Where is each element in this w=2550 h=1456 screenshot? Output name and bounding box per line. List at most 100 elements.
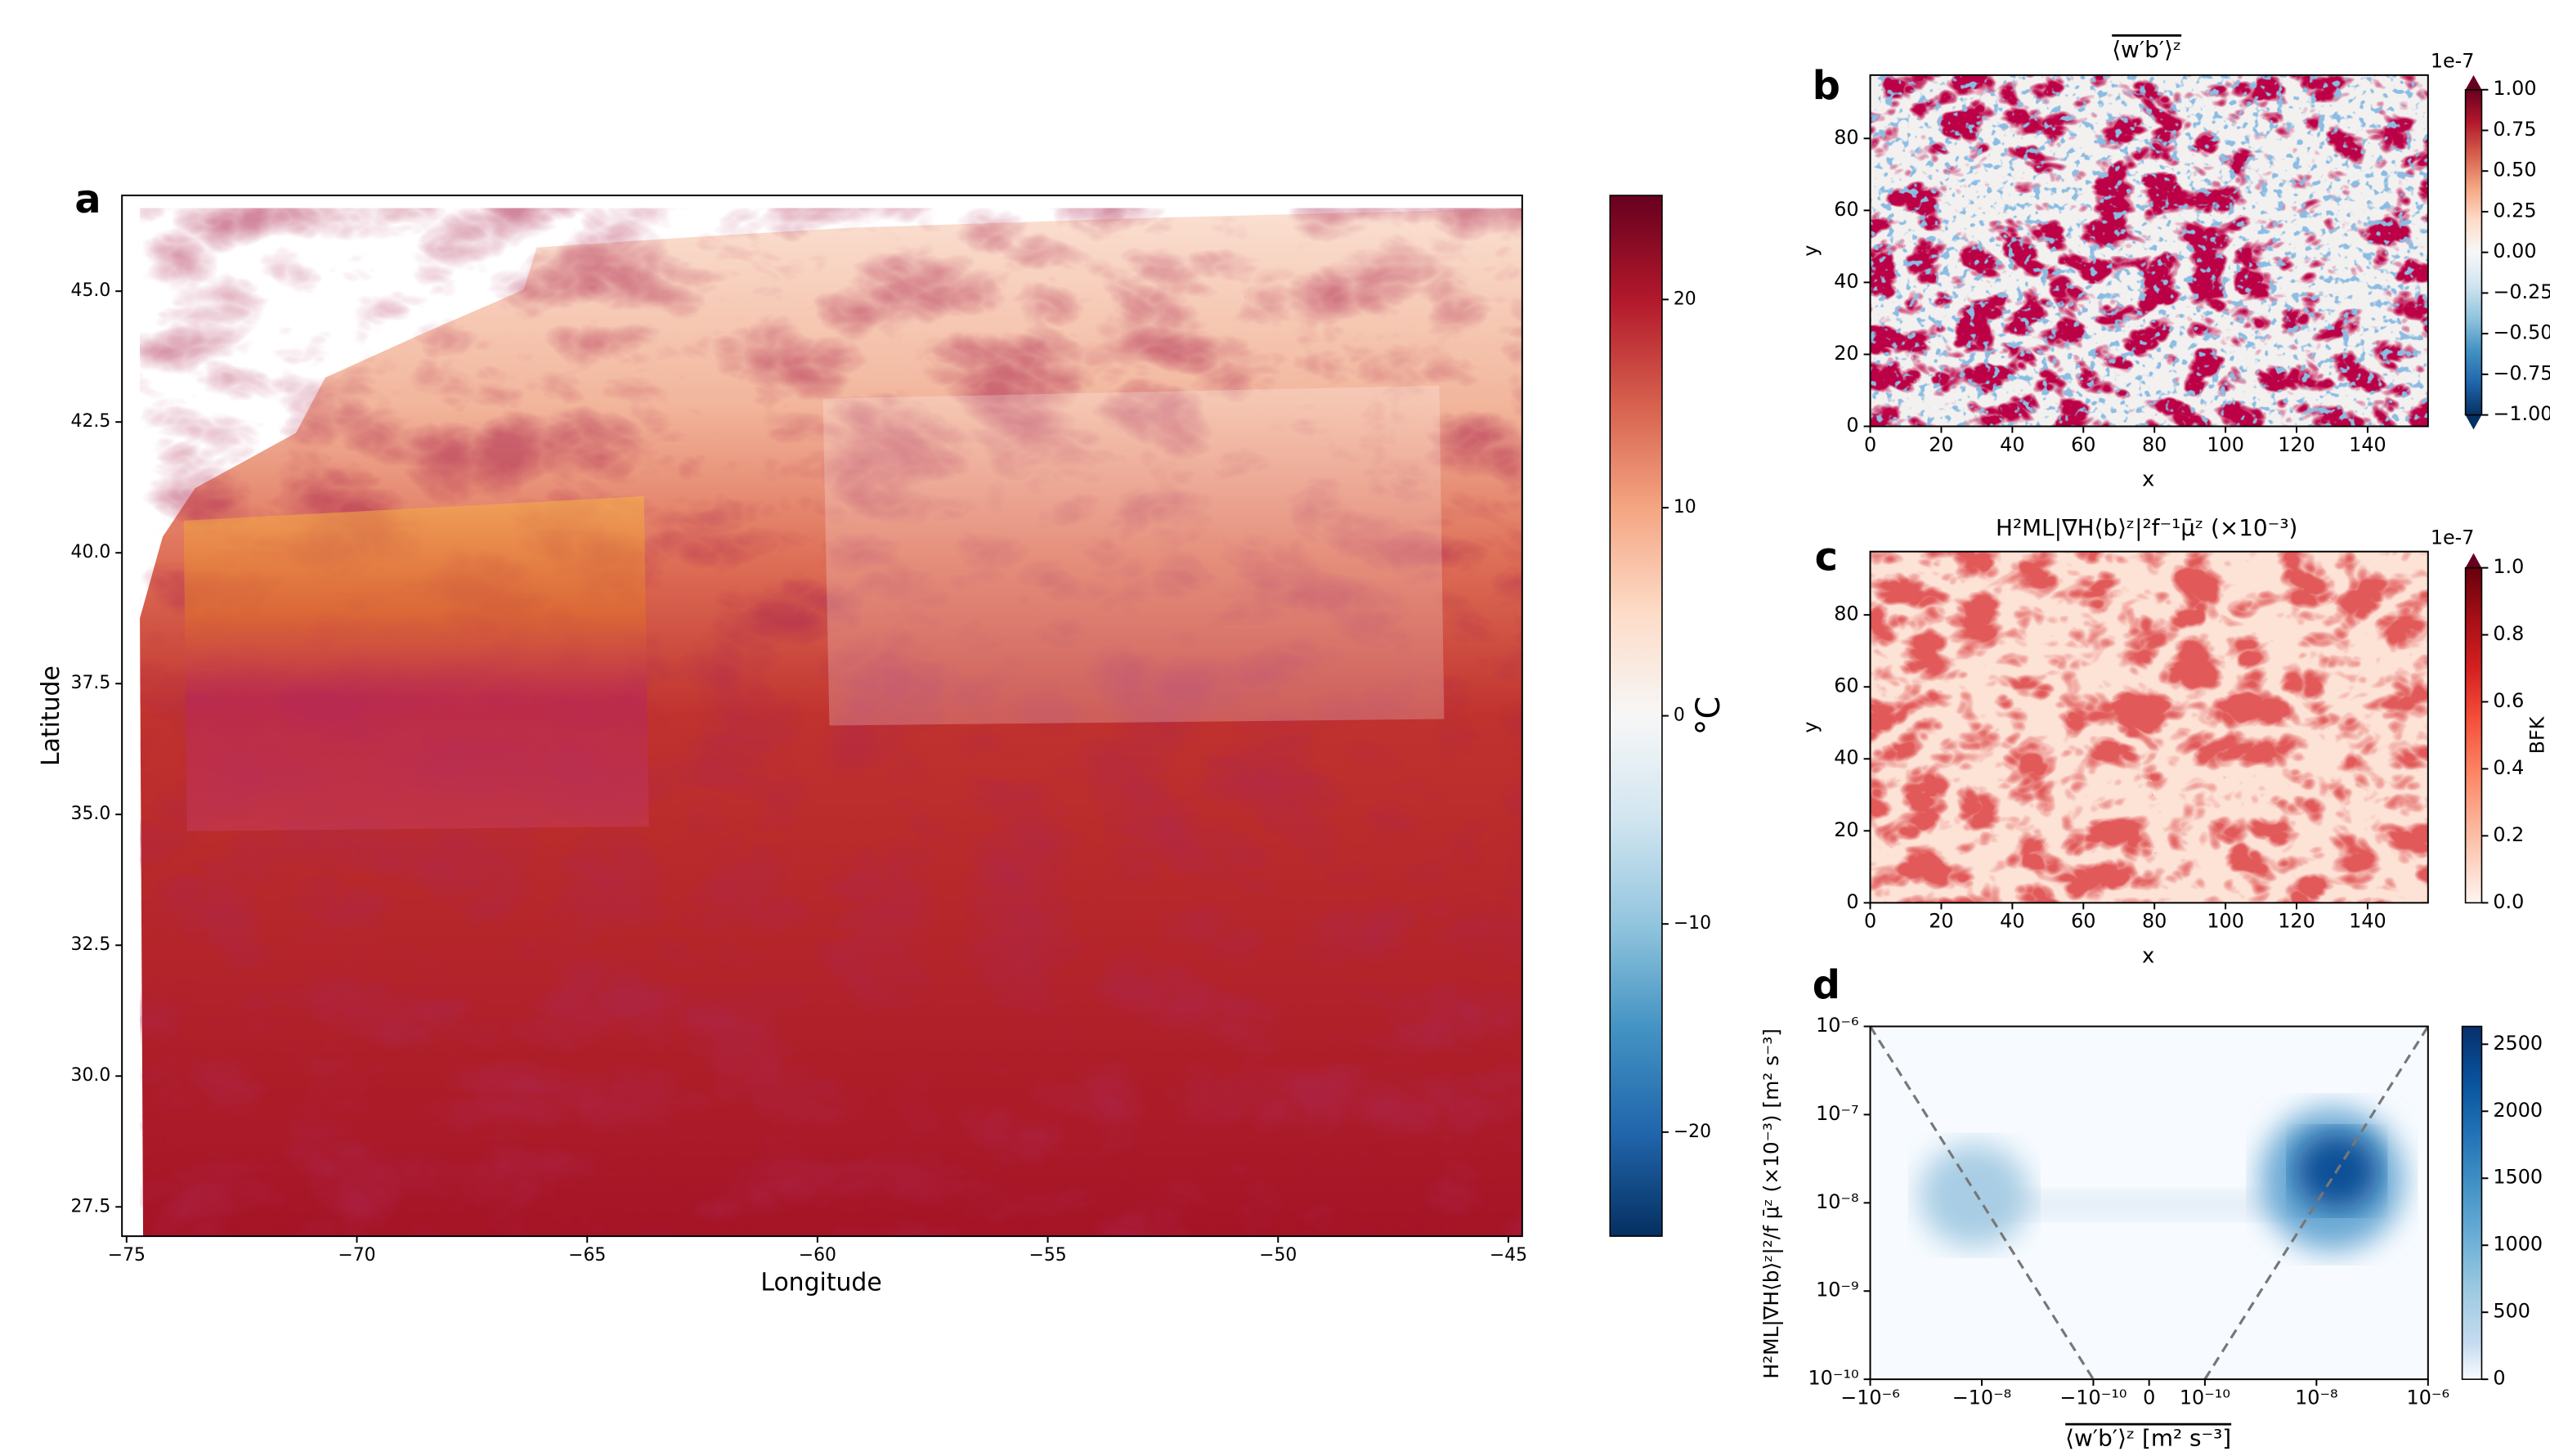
one-to-one-neg — [1870, 1026, 2095, 1380]
colorbar-tick-label: −10 — [1674, 913, 1711, 934]
colorbar-tick-label: −1.00 — [2493, 402, 2550, 425]
colorbar-label: °C — [1690, 697, 1728, 736]
x-tick-label: 10⁻¹⁰ — [2180, 1387, 2230, 1409]
colorbar-tick-label: 2500 — [2493, 1032, 2543, 1055]
colorbar-tick-label: 1.0 — [2493, 555, 2524, 578]
x-tick-label: 60 — [2071, 910, 2095, 933]
colorbar-tick-label: 10 — [1674, 497, 1696, 517]
y-tick-label: 40 — [1834, 270, 1858, 293]
x-tick-label: −10⁻⁸ — [1952, 1387, 2012, 1409]
x-tick-label: 40 — [2000, 433, 2024, 456]
y-tick-label: 20 — [1834, 342, 1858, 365]
y-tick-label: 35.0 — [71, 804, 111, 824]
x-tick-label: 140 — [2349, 433, 2386, 456]
hist-blob-neg — [1919, 1143, 2030, 1248]
colorbar-tick-label: 0.00 — [2493, 240, 2536, 262]
plots: −75 −70 −65 −60 −55 −50 −45 27.5 30.0 32.5 35.0 37.… — [37, 36, 2550, 1452]
x-tick-label: 40 — [2000, 910, 2024, 933]
y-tick-label: 10⁻⁷ — [1816, 1102, 1859, 1125]
x-tick-label: 100 — [2207, 910, 2244, 933]
y-axis-label: y — [1799, 721, 1822, 732]
x-tick-label: 10⁻⁶ — [2407, 1387, 2450, 1409]
x-tick-label: 100 — [2207, 433, 2244, 456]
x-tick-label: −60 — [799, 1245, 836, 1266]
x-tick-label: 120 — [2278, 910, 2315, 933]
x-tick-label: 60 — [2071, 433, 2095, 456]
x-tick-label: 140 — [2349, 910, 2386, 933]
x-tick-label: −10⁻⁶ — [1840, 1387, 1900, 1409]
y-tick-label: 0 — [1846, 414, 1858, 437]
x-axis-label: Longitude — [760, 1268, 881, 1297]
y-tick-label: 0 — [1846, 890, 1858, 913]
y-tick-label: 27.5 — [71, 1196, 111, 1216]
colorbar-tick-label: 2000 — [2493, 1099, 2543, 1122]
x-tick-label: 120 — [2278, 433, 2315, 456]
colorbar-extend-min — [2465, 414, 2482, 430]
y-tick-label: 80 — [1834, 126, 1858, 149]
y-tick-label: 37.5 — [71, 673, 111, 693]
colorbar-tick-label: 0.6 — [2493, 689, 2524, 712]
x-tick-label: −45 — [1490, 1245, 1527, 1266]
panel-label: c — [1815, 535, 1838, 580]
colorbar-tick-label: 0.4 — [2493, 756, 2524, 779]
colorbar — [2464, 88, 2483, 416]
x-axis-label: x — [2142, 468, 2154, 492]
x-tick-label: 10⁻⁸ — [2295, 1387, 2338, 1409]
field-texture — [1870, 551, 2428, 903]
colorbar — [1609, 195, 1663, 1237]
y-tick-label: 42.5 — [71, 411, 111, 432]
y-tick-label: 20 — [1834, 818, 1858, 841]
y-axis-label: H²ML|∇H⟨b⟩ᶻ|²/f μ̄ᶻ (×10⁻³) [m² s⁻³] — [1759, 1028, 1783, 1378]
colorbar-tick-label: 0.75 — [2493, 118, 2536, 141]
axes-frame — [1869, 74, 2429, 428]
y-tick-label: 60 — [1834, 198, 1858, 221]
colorbar-tick-label: 0.50 — [2493, 159, 2536, 181]
y-tick-label: 40.0 — [71, 542, 111, 562]
colorbar-label: BFK — [2526, 715, 2549, 754]
y-tick-label: 10⁻⁹ — [1816, 1279, 1859, 1301]
colorbar-tick-label: 0.25 — [2493, 199, 2536, 222]
colorbar-tick-label: −0.25 — [2493, 280, 2550, 303]
colorbar-tick-label: 0.8 — [2493, 622, 2524, 645]
colorbar — [2461, 1025, 2483, 1380]
panel-title: ⟨w′b′⟩ᶻ — [2112, 36, 2181, 63]
x-tick-label: −10⁻¹⁰ — [2059, 1387, 2126, 1409]
plot-area — [1870, 1026, 2428, 1380]
axes-frame — [1869, 550, 2429, 904]
y-tick-label: 40 — [1834, 746, 1858, 769]
colorbar-offset: 1e-7 — [2431, 526, 2475, 549]
colorbar-tick-label: 0.2 — [2493, 823, 2524, 846]
colorbar-tick-label: 1000 — [2493, 1233, 2543, 1256]
y-tick-label: 60 — [1834, 674, 1858, 697]
x-tick-label: −75 — [108, 1245, 146, 1266]
colorbar-extend-max — [2465, 74, 2482, 90]
x-tick-label: 20 — [1929, 910, 1953, 933]
region-box-2 — [822, 385, 1445, 726]
x-tick-label: −50 — [1259, 1245, 1297, 1266]
y-tick-label: 10⁻¹⁰ — [1808, 1367, 1859, 1390]
x-axis-label: x — [2142, 943, 2154, 968]
y-tick-label: 80 — [1834, 603, 1858, 625]
x-tick-label: 20 — [1929, 433, 1953, 456]
colorbar-tick-label: −0.75 — [2493, 361, 2550, 384]
x-tick-label: −65 — [568, 1245, 606, 1266]
x-tick-label: 0 — [1864, 433, 1876, 456]
y-tick-label: 10⁻⁸ — [1816, 1190, 1859, 1213]
y-tick-label: 32.5 — [71, 934, 111, 955]
panel-label: d — [1813, 963, 1840, 1008]
panel-title: H²ML|∇H⟨b⟩ᶻ|²f⁻¹μ̄ᶻ (×10⁻³) — [1996, 514, 2297, 541]
panel-label: b — [1813, 64, 1840, 109]
x-tick-label: −70 — [338, 1245, 375, 1266]
plot-area — [140, 208, 1522, 1237]
field-texture-neg — [1870, 74, 2428, 427]
x-tick-label: −55 — [1029, 1245, 1066, 1266]
x-tick-label: 0 — [1864, 910, 1876, 933]
one-to-one-pos — [2203, 1026, 2428, 1380]
ocean-texture — [140, 208, 1522, 1237]
x-tick-label: 80 — [2142, 910, 2167, 933]
colorbar-tick-label: 0.0 — [2493, 890, 2524, 913]
colorbar-tick-label: −0.50 — [2493, 321, 2550, 344]
x-axis-label: ⟨w′b′⟩ᶻ [m² s⁻³] — [2065, 1425, 2231, 1452]
